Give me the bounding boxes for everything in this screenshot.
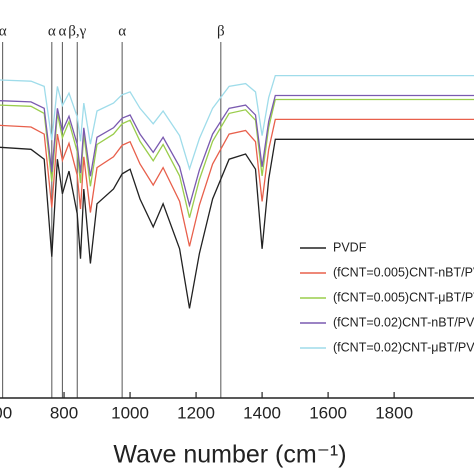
series-line bbox=[0, 118, 474, 247]
x-tick-label: 800 bbox=[50, 403, 78, 422]
annotation-label: α bbox=[58, 23, 66, 39]
x-axis-label: Wave number (cm⁻¹) bbox=[113, 441, 346, 469]
annotation-label: β,γ bbox=[68, 23, 86, 39]
annotation-label: α bbox=[118, 23, 126, 39]
x-tick-label: 1200 bbox=[177, 403, 215, 422]
legend-label: PVDF bbox=[333, 240, 367, 254]
series-line bbox=[0, 98, 474, 218]
annotation-label: α bbox=[0, 23, 7, 39]
annotation-label: α bbox=[48, 23, 56, 39]
legend-label: (fCNT=0.005)CNT-nBT/PVDF bbox=[333, 265, 474, 279]
annotation-label: β bbox=[217, 23, 225, 39]
x-tick-label: 1800 bbox=[375, 403, 413, 422]
x-tick-label: 1600 bbox=[309, 403, 347, 422]
series-line bbox=[0, 94, 474, 208]
series-line bbox=[0, 138, 474, 309]
legend-label: (fCNT=0.02)CNT-nBT/PVDF bbox=[333, 315, 474, 329]
x-tick-label: 1400 bbox=[243, 403, 281, 422]
legend-label: (fCNT=0.02)CNT-μBT/PVDF bbox=[333, 340, 474, 354]
x-tick-label: 1000 bbox=[111, 403, 149, 422]
series-line bbox=[0, 74, 474, 171]
legend-label: (fCNT=0.005)CNT-μBT/PVDF bbox=[333, 290, 474, 304]
x-tick-label: 600 bbox=[0, 403, 12, 422]
